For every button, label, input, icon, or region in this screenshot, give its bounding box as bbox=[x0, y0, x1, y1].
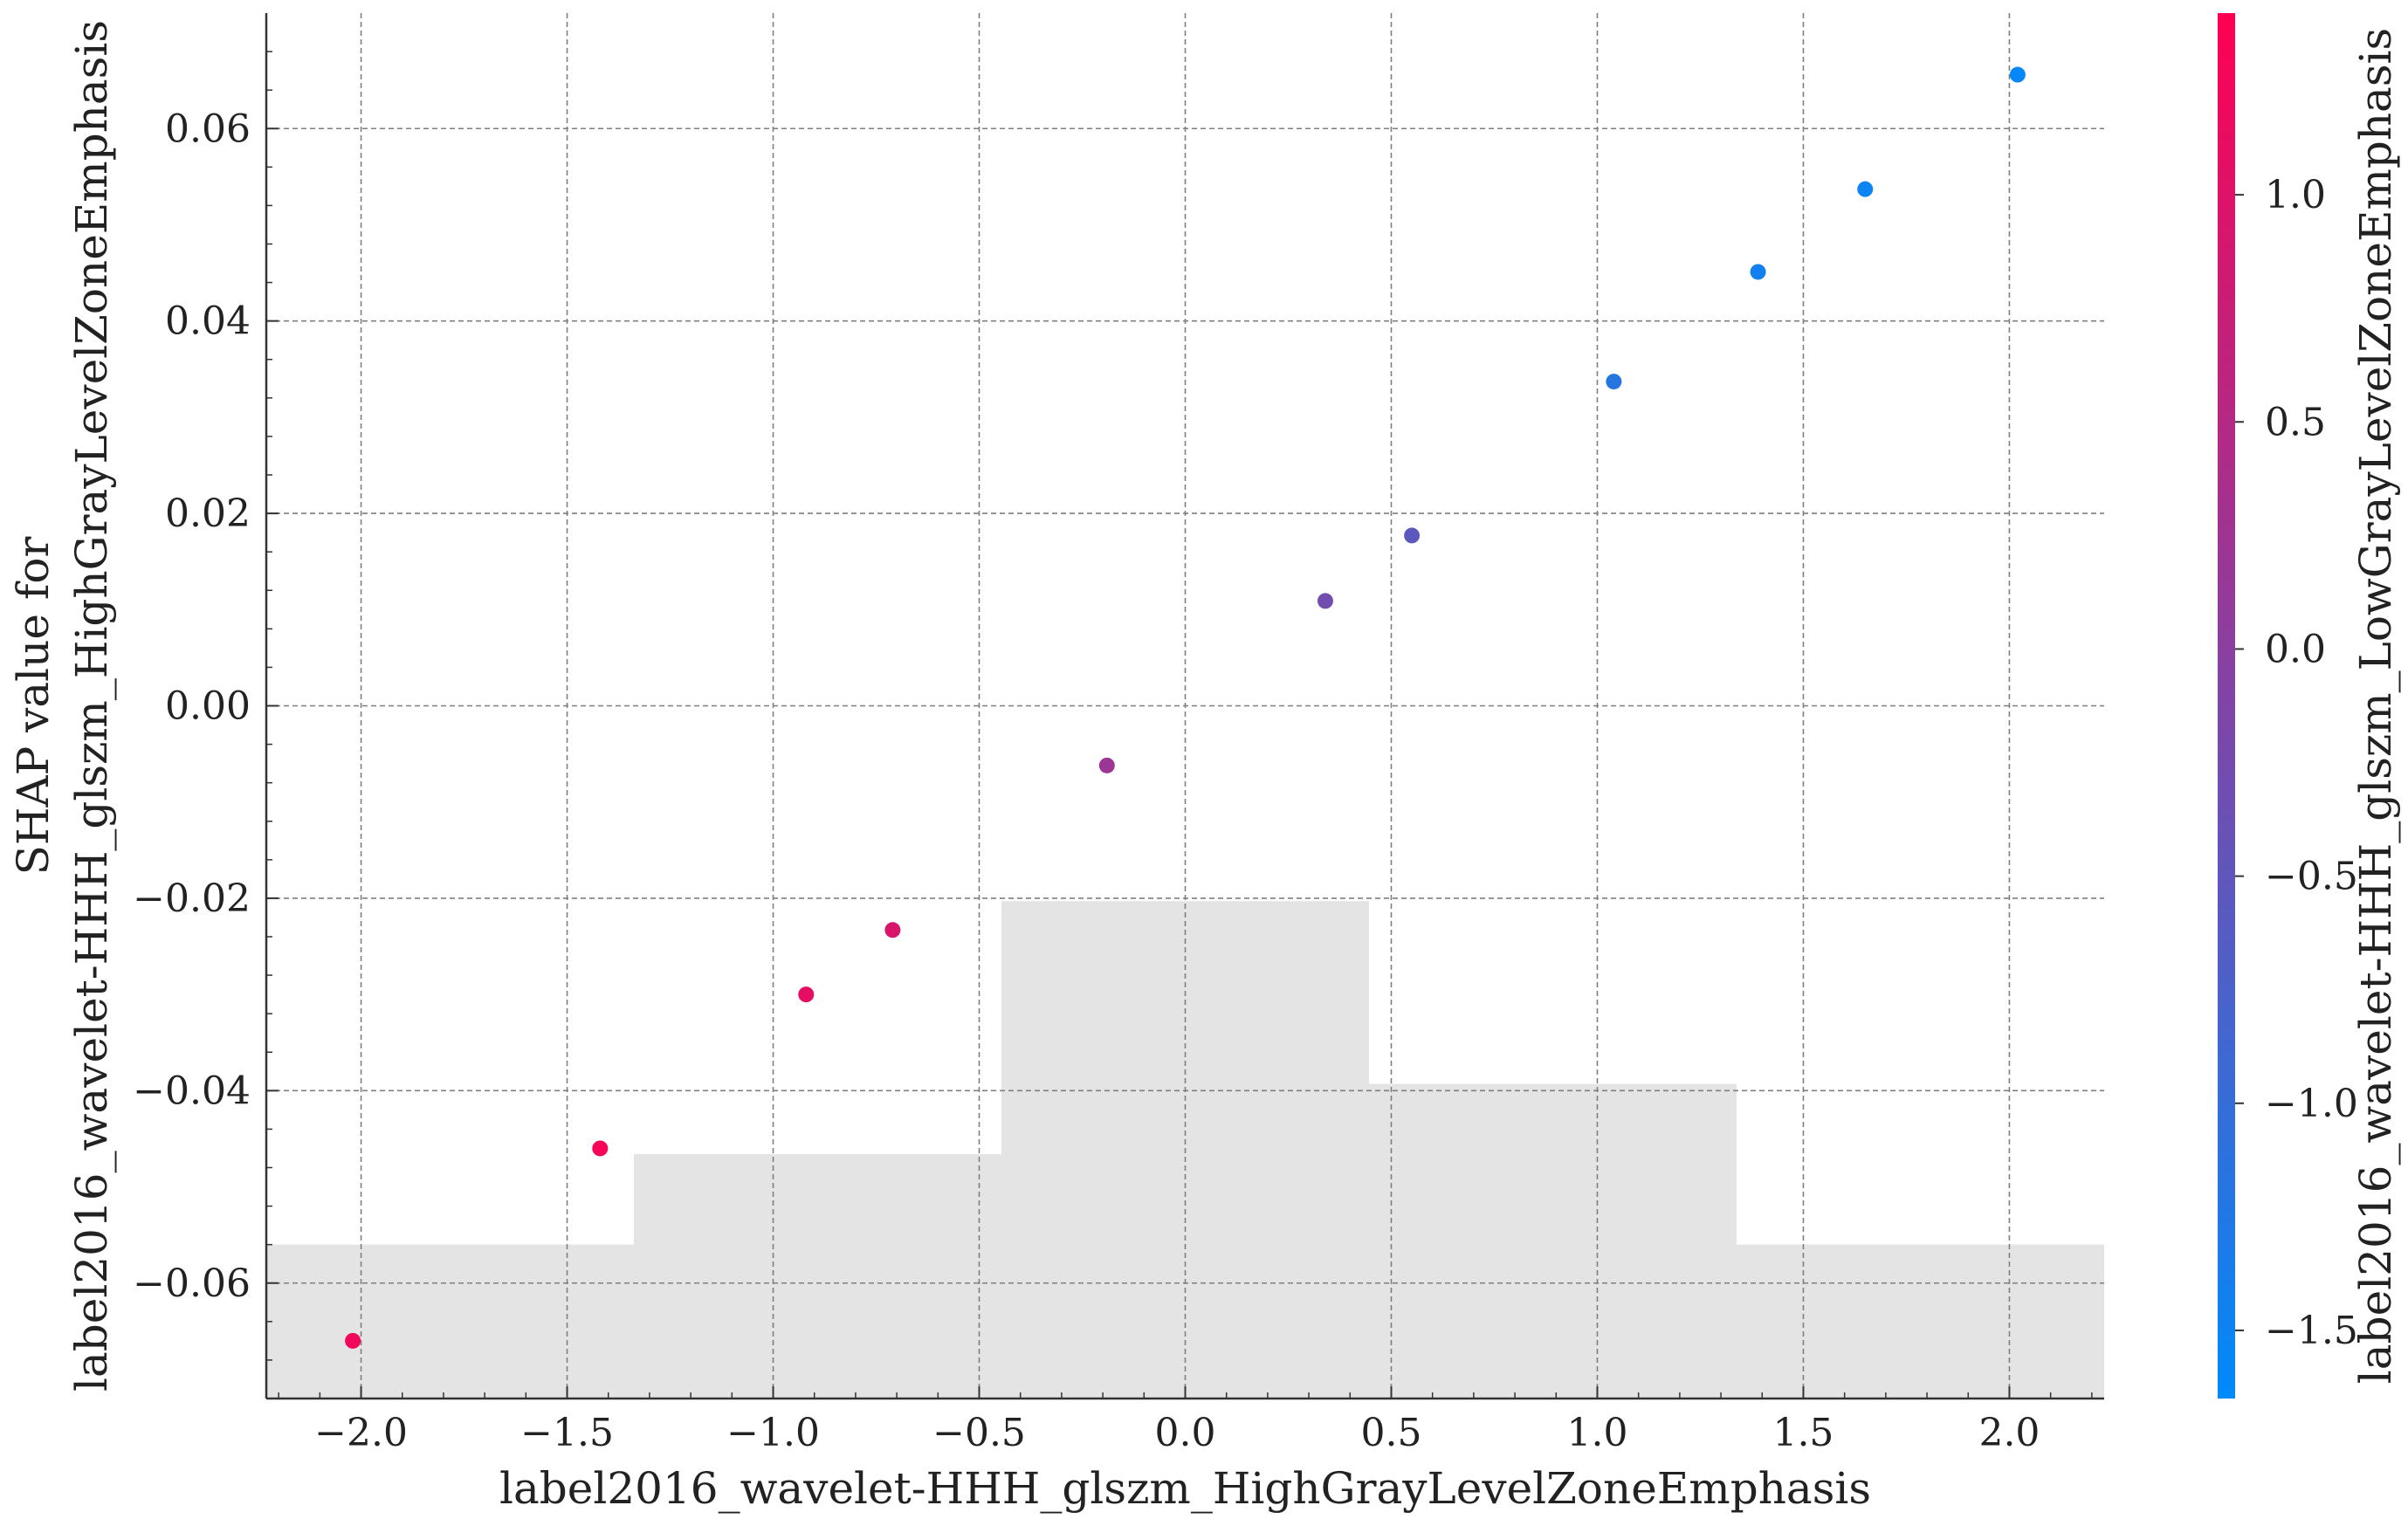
y-axis-label-line-2: label2016_wavelet-HHH_glszm_HighGrayLeve… bbox=[66, 20, 117, 1392]
x-tick-label: 1.5 bbox=[1772, 1411, 1834, 1455]
colorbar-label: label2016_wavelet-HHH_glszm_LowGrayLevel… bbox=[2350, 28, 2401, 1384]
histogram-bar bbox=[1737, 1244, 2104, 1399]
x-tick-label: −1.0 bbox=[726, 1411, 820, 1455]
axes-layer: −2.0 −1.5 −1.0 −0.5 0.0 0.5 1.0 1.5 2.0 −0.06 −0.0… bbox=[133, 13, 2104, 1455]
y-tick-label: 0.06 bbox=[165, 107, 251, 151]
data-point bbox=[1857, 181, 1874, 197]
data-point bbox=[1317, 593, 1333, 609]
data-point bbox=[798, 986, 815, 1003]
y-tick-label: 0.02 bbox=[165, 491, 251, 536]
data-point bbox=[345, 1332, 361, 1349]
histogram-bar bbox=[634, 1154, 1001, 1399]
colorbar-tick-label: −1.0 bbox=[2265, 1082, 2358, 1126]
x-tick-label: 0.0 bbox=[1155, 1411, 1216, 1455]
data-point bbox=[592, 1140, 609, 1157]
colorbar bbox=[2218, 13, 2235, 1399]
data-point bbox=[1750, 264, 1766, 280]
points-layer bbox=[345, 66, 2026, 1349]
data-point bbox=[884, 922, 901, 938]
x-tick-label: 2.0 bbox=[1978, 1411, 2040, 1455]
y-tick-label: 0.00 bbox=[165, 684, 251, 729]
histogram-bar bbox=[1369, 1083, 1737, 1399]
colorbar-axis: 1.0 0.5 0.0 −0.5 −1.0 −1.5 bbox=[2235, 173, 2358, 1353]
y-tick-label: 0.04 bbox=[165, 299, 251, 344]
colorbar-tick-label: 0.5 bbox=[2265, 400, 2326, 444]
x-tick-label: −1.5 bbox=[520, 1411, 614, 1455]
x-tick-label: 1.0 bbox=[1566, 1411, 1627, 1455]
y-tick-label: −0.04 bbox=[133, 1069, 251, 1113]
data-point bbox=[1098, 757, 1115, 773]
x-axis-label: label2016_wavelet-HHH_glszm_HighGrayLeve… bbox=[499, 1463, 1871, 1514]
x-tick-label: −2.0 bbox=[314, 1411, 408, 1455]
x-tick-label: −0.5 bbox=[932, 1411, 1026, 1455]
x-tick-label: 0.5 bbox=[1360, 1411, 1421, 1455]
histogram-layer bbox=[266, 901, 2104, 1399]
colorbar-tick-label: 1.0 bbox=[2265, 173, 2326, 217]
colorbar-tick-label: −1.5 bbox=[2265, 1309, 2358, 1353]
y-axis-label-line-1: SHAP value for bbox=[8, 537, 58, 876]
histogram-bar bbox=[266, 1244, 634, 1399]
colorbar-tick-label: −0.5 bbox=[2265, 855, 2358, 899]
y-tick-label: −0.06 bbox=[133, 1261, 251, 1306]
grid-layer bbox=[266, 13, 2104, 1399]
y-tick-label: −0.02 bbox=[133, 876, 251, 921]
data-point bbox=[2009, 66, 2026, 83]
colorbar-tick-label: 0.0 bbox=[2265, 627, 2326, 671]
data-point bbox=[1404, 527, 1421, 544]
data-point bbox=[1606, 374, 1622, 390]
